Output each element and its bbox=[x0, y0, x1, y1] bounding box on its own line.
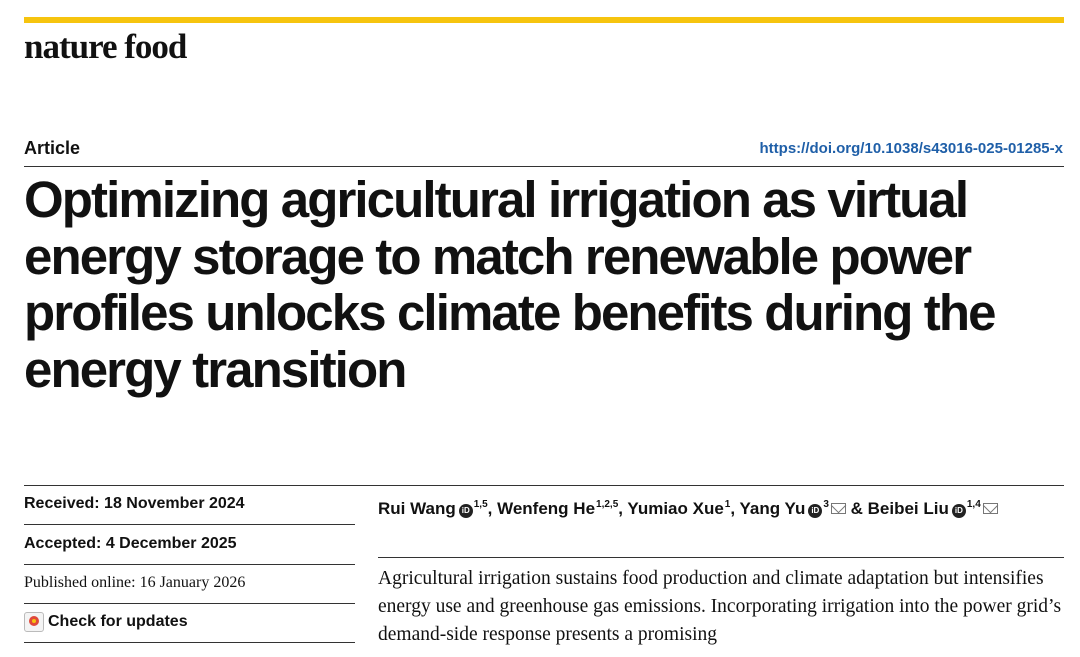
author-divider bbox=[378, 557, 1064, 558]
author-name[interactable]: Beibei Liu bbox=[867, 499, 949, 518]
author-name[interactable]: Yang Yu bbox=[739, 499, 806, 518]
doi-link[interactable]: https://doi.org/10.1038/s43016-025-01285… bbox=[759, 140, 1064, 157]
metadata-divider bbox=[24, 485, 1064, 486]
received-value: 18 November 2024 bbox=[104, 495, 245, 512]
email-icon[interactable] bbox=[830, 503, 846, 514]
author-affiliation[interactable]: 1,2,5 bbox=[596, 499, 619, 510]
journal-accent-bar bbox=[24, 17, 1064, 23]
journal-logo[interactable]: nature food bbox=[24, 27, 187, 66]
author-affiliation[interactable]: 1,4 bbox=[966, 499, 981, 510]
accepted-value: 4 December 2025 bbox=[105, 535, 237, 552]
date-divider bbox=[24, 603, 355, 604]
date-divider bbox=[24, 642, 355, 643]
received-date: Received: 18 November 2024 bbox=[24, 494, 355, 514]
email-icon[interactable] bbox=[982, 503, 998, 514]
author-list: Rui Wang iD1,5, Wenfeng He1,2,5, Yumiao X… bbox=[378, 494, 1068, 520]
abstract-text: Agricultural irrigation sustains food pr… bbox=[378, 568, 1062, 645]
article-type: Article bbox=[24, 138, 81, 158]
header-divider bbox=[24, 166, 1064, 167]
received-label: Received: bbox=[24, 495, 100, 512]
published-value: 16 January 2026 bbox=[139, 574, 246, 591]
orcid-icon[interactable]: iD bbox=[458, 504, 473, 518]
article-title: Optimizing agricultural irrigation as vi… bbox=[24, 171, 996, 398]
published-label: Published online: bbox=[24, 574, 136, 591]
check-for-updates-button[interactable]: Check for updates bbox=[24, 612, 188, 632]
accepted-date: Accepted: 4 December 2025 bbox=[24, 534, 355, 554]
date-divider bbox=[24, 524, 355, 525]
accepted-label: Accepted: bbox=[24, 535, 102, 552]
author-name[interactable]: Rui Wang bbox=[378, 499, 456, 518]
check-for-updates-label: Check for updates bbox=[48, 613, 188, 630]
orcid-icon[interactable]: iD bbox=[808, 504, 823, 518]
published-date: Published online: 16 January 2026 bbox=[24, 573, 355, 593]
author-affiliation[interactable]: 3 bbox=[823, 499, 829, 510]
orcid-icon[interactable]: iD bbox=[951, 504, 966, 518]
author-affiliation[interactable]: 1 bbox=[724, 499, 731, 510]
author-affiliation[interactable]: 1,5 bbox=[473, 499, 488, 510]
author-name[interactable]: Yumiao Xue bbox=[627, 499, 724, 518]
date-divider bbox=[24, 564, 355, 565]
author-name[interactable]: Wenfeng He bbox=[497, 499, 596, 518]
check-updates-icon bbox=[24, 612, 44, 632]
